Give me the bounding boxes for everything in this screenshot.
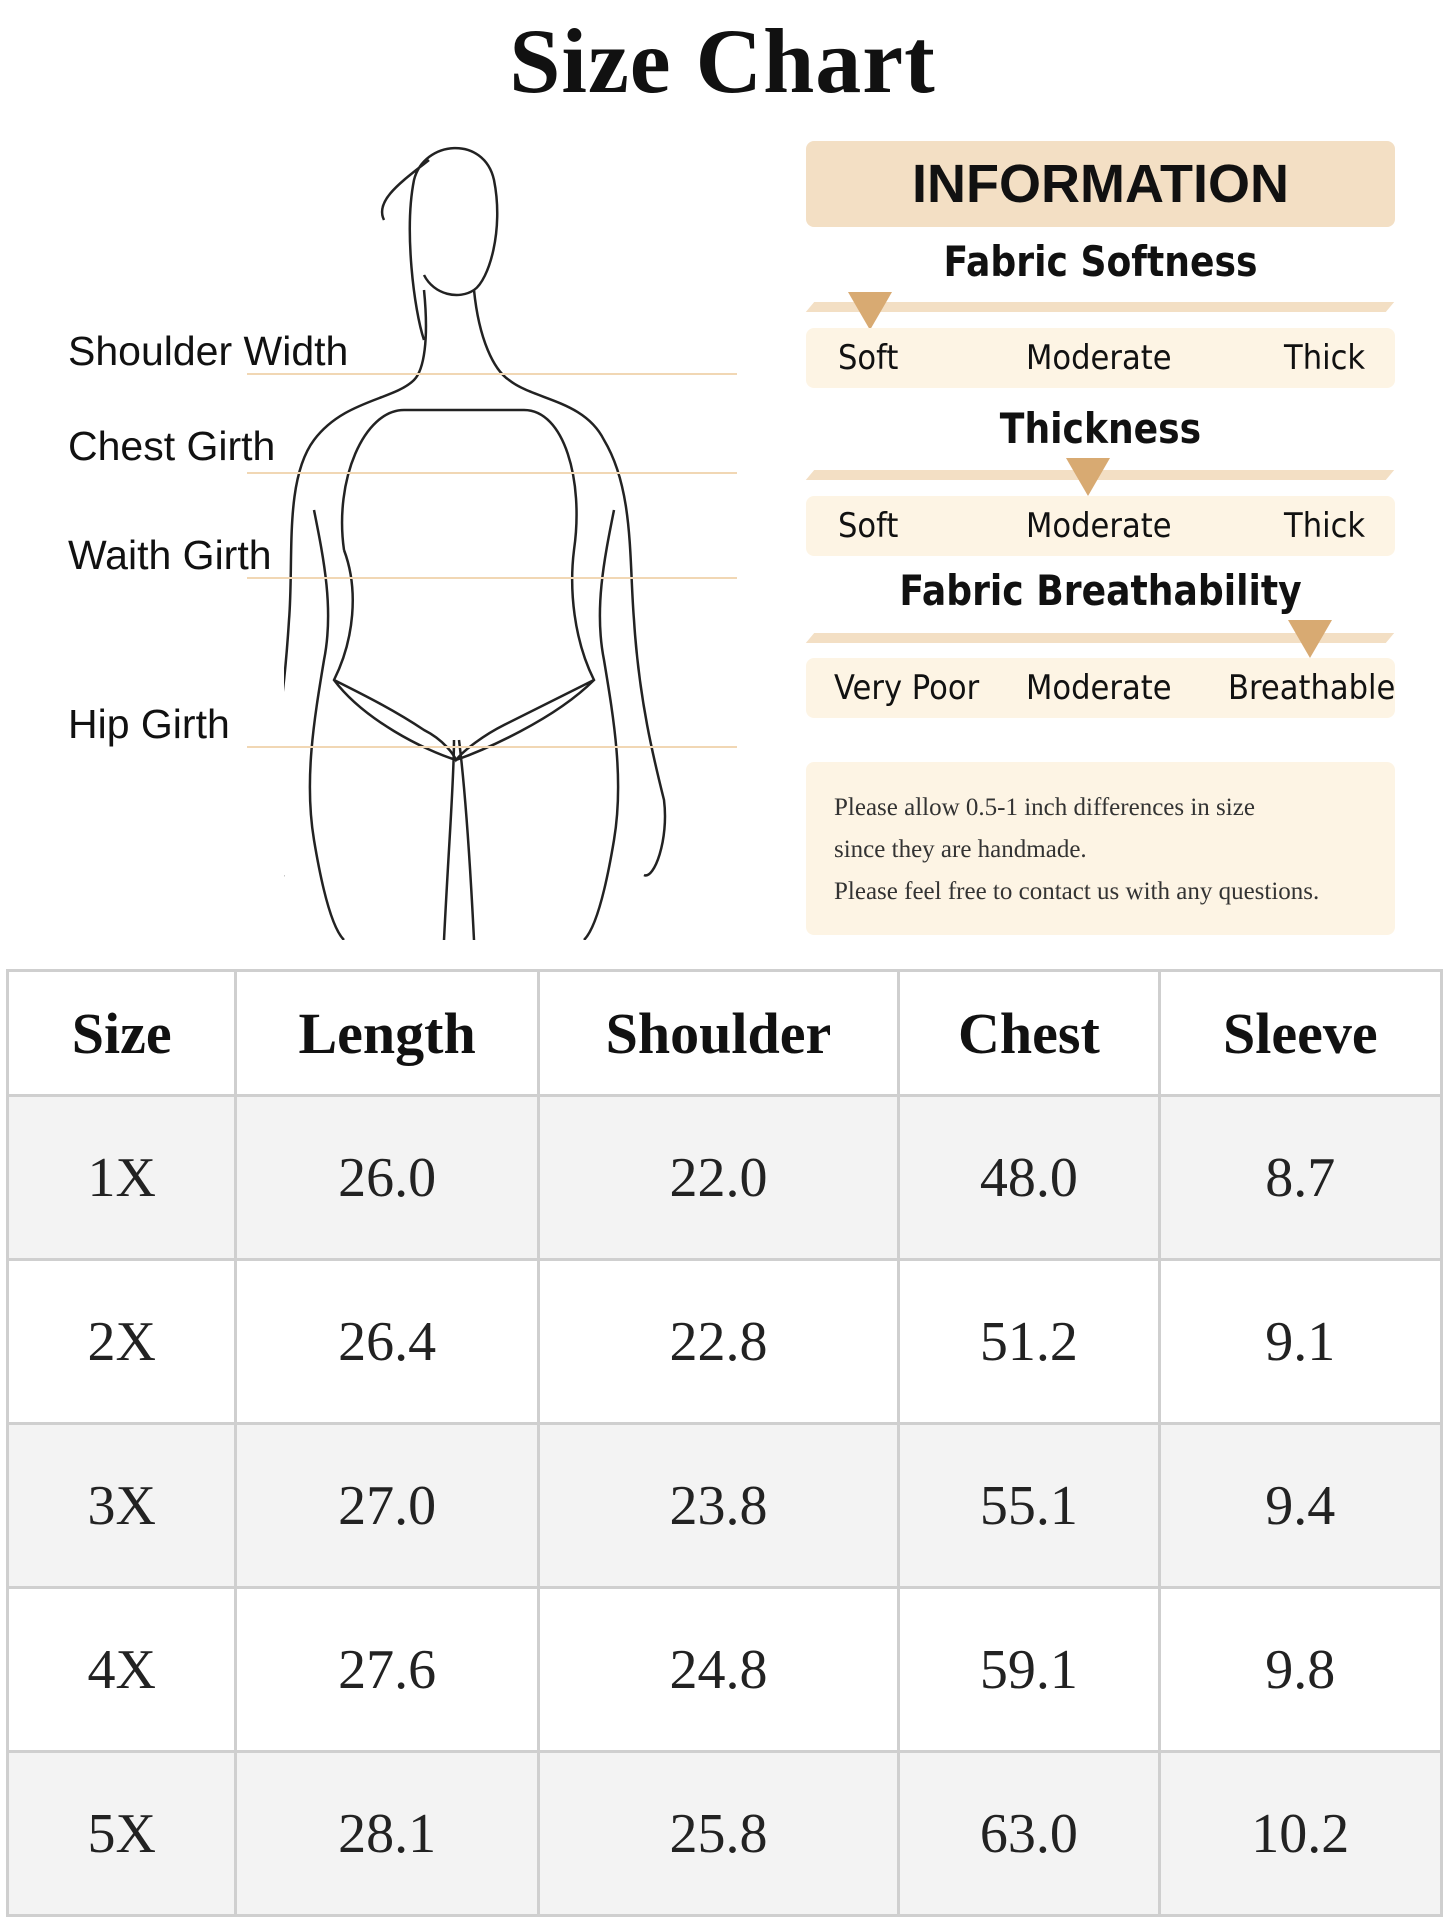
hip-line — [247, 746, 737, 748]
waist-line — [247, 577, 737, 579]
note-line: since they are handmade. — [834, 836, 1087, 863]
table-cell: 27.0 — [234, 1422, 540, 1589]
breathability-marker-icon — [1288, 620, 1332, 658]
table-cell: 63.0 — [897, 1750, 1161, 1917]
header-shoulder: Shoulder — [536, 969, 901, 1097]
label-shoulder-width: Shoulder Width — [68, 328, 349, 374]
scale-label: Moderate — [1026, 668, 1172, 708]
header-length: Length — [234, 969, 540, 1097]
label-waist-girth: Waith Girth — [68, 532, 272, 578]
section-title-thickness: Thickness — [999, 404, 1202, 453]
table-row: 1X 26.0 22.0 48.0 8.7 — [5, 1094, 1444, 1261]
scale-label: Very Poor — [834, 668, 980, 708]
table-cell: 59.1 — [897, 1586, 1161, 1753]
table-cell: 48.0 — [897, 1094, 1161, 1261]
table-cell: 9.4 — [1157, 1422, 1444, 1589]
scale-label: Moderate — [1026, 338, 1172, 378]
table-cell: 3X — [5, 1422, 238, 1589]
table-cell: 51.2 — [897, 1258, 1161, 1425]
scale-label: Soft — [838, 338, 899, 378]
table-row: 2X 26.4 22.8 51.2 9.1 — [5, 1258, 1444, 1425]
header-sleeve: Sleeve — [1157, 969, 1444, 1097]
table-cell: 9.1 — [1157, 1258, 1444, 1425]
table-cell: 55.1 — [897, 1422, 1161, 1589]
table-cell: 2X — [5, 1258, 238, 1425]
thickness-scale: Soft Moderate Thick — [806, 496, 1395, 556]
label-chest-girth: Chest Girth — [68, 423, 276, 469]
note-line: Please feel free to contact us with any … — [834, 878, 1320, 905]
table-row: 4X 27.6 24.8 59.1 9.8 — [5, 1586, 1444, 1753]
table-header-row: Size Length Shoulder Chest Sleeve — [5, 969, 1444, 1097]
information-header: INFORMATION — [806, 141, 1395, 227]
table-cell: 24.8 — [536, 1586, 901, 1753]
page-title: Size Chart — [509, 10, 936, 112]
breathability-scale: Very Poor Moderate Breathable — [806, 658, 1395, 718]
body-silhouette-illustration — [284, 146, 667, 940]
table-cell: 5X — [5, 1750, 238, 1917]
scale-label: Moderate — [1026, 506, 1172, 546]
section-title-softness: Fabric Softness — [943, 237, 1258, 286]
header-chest: Chest — [897, 969, 1161, 1097]
note-line: Please allow 0.5-1 inch differences in s… — [834, 794, 1255, 821]
table-cell: 28.1 — [234, 1750, 540, 1917]
softness-marker-icon — [848, 292, 892, 330]
table-cell: 25.8 — [536, 1750, 901, 1917]
softness-scale: Soft Moderate Thick — [806, 328, 1395, 388]
table-cell: 22.8 — [536, 1258, 901, 1425]
softness-bar — [805, 302, 1395, 312]
table-cell: 22.0 — [536, 1094, 901, 1261]
table-cell: 23.8 — [536, 1422, 901, 1589]
size-note: Please allow 0.5-1 inch differences in s… — [806, 762, 1395, 935]
table-cell: 27.6 — [234, 1586, 540, 1753]
scale-label: Thick — [1284, 506, 1366, 546]
table-cell: 10.2 — [1157, 1750, 1444, 1917]
table-cell: 4X — [5, 1586, 238, 1753]
shoulder-line — [247, 373, 737, 375]
scale-label: Thick — [1284, 338, 1366, 378]
size-table: Size Length Shoulder Chest Sleeve 1X 26.0… — [5, 969, 1444, 1917]
chest-line — [247, 472, 737, 474]
scale-label: Soft — [838, 506, 899, 546]
scale-label: Breathable — [1228, 668, 1396, 708]
table-row: 5X 28.1 25.8 63.0 10.2 — [5, 1750, 1444, 1917]
thickness-marker-icon — [1066, 458, 1110, 496]
table-row: 3X 27.0 23.8 55.1 9.4 — [5, 1422, 1444, 1589]
table-cell: 26.4 — [234, 1258, 540, 1425]
table-cell: 8.7 — [1157, 1094, 1444, 1261]
header-size: Size — [5, 969, 238, 1097]
table-cell: 9.8 — [1157, 1586, 1444, 1753]
table-cell: 1X — [5, 1094, 238, 1261]
table-cell: 26.0 — [234, 1094, 540, 1261]
section-title-breathability: Fabric Breathability — [899, 566, 1302, 615]
label-hip-girth: Hip Girth — [68, 701, 230, 747]
